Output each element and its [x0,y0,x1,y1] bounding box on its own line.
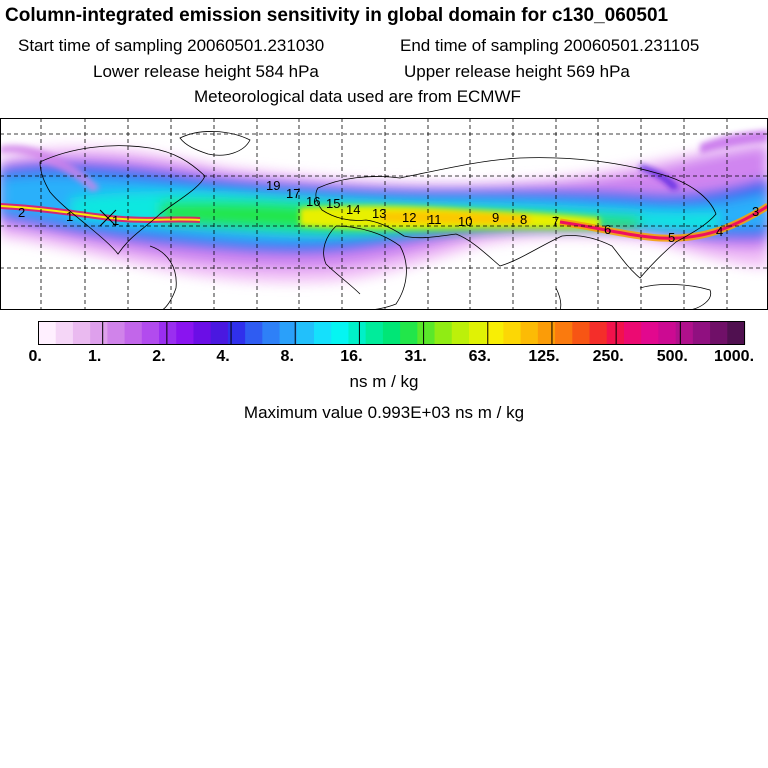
colorbar-cell [296,321,315,345]
contour-label: 17 [286,186,300,201]
colorbar-units-label: ns m / kg [349,372,419,391]
graticule [1,119,767,309]
lower-release-label: Lower release height 584 hPa [93,62,319,81]
colorbar-cell [314,321,332,345]
contour-label: 9 [492,210,499,225]
colorbar-cell [417,321,436,345]
contour-label: 16 [306,194,320,209]
colorbar-tick-label: 1000. [714,348,754,365]
colorbar-cell [658,321,677,345]
colorbar-tick-label: 500. [657,348,688,365]
colorbar: 0. 1. 2. 4. 8. 16. 31. 63. 125. 250. 500. 1000. [29,321,754,365]
colorbar-cell [210,321,229,345]
colorbar-cell [710,321,728,345]
colorbar-cell [331,321,350,345]
colorbar-cell [245,321,263,345]
colorbar-tick-label: 31. [404,348,426,365]
colorbar-cell [589,321,608,345]
colorbar-cell [727,321,746,345]
colorbar-cell [72,321,91,345]
contour-label: 15 [326,196,340,211]
contour-label: 2 [18,205,25,220]
colorbar-cell [675,321,694,345]
colorbar-cell [262,321,281,345]
colorbar-tick-label: 8. [281,348,294,365]
colorbar-cell [641,321,660,345]
colorbar-cell [468,321,487,345]
colorbar-cell [141,321,160,345]
colorbar-cell [434,321,453,345]
colorbar-cell [555,321,573,345]
contour-label: 1 [66,209,73,224]
colorbar-tick-label: 125. [528,348,559,365]
sensitivity-field: 2 1 1 19 17 16 15 14 13 12 11 10 9 8 7 6… [1,119,767,309]
contour-label: 19 [266,178,280,193]
contour-label: 3 [752,204,759,219]
colorbar-cell [503,321,522,345]
colorbar-tick-label: 16. [340,348,362,365]
release-point-marker [99,209,117,227]
colorbar-cell [90,321,108,345]
colorbar-tick-label: 0. [29,348,42,365]
maximum-value-label: Maximum value 0.993E+03 ns m / kg [243,403,525,422]
colorbar-cell [55,321,74,345]
end-time-label: End time of sampling 20060501.231105 [400,36,700,55]
contour-label: 4 [716,224,723,239]
colorbar-cell [537,321,556,345]
colorbar-tick-label: 63. [469,348,491,365]
colorbar-cell [159,321,177,345]
contour-label: 13 [372,206,386,221]
colorbar-tick-label: 250. [593,348,624,365]
contour-label: 7 [552,214,559,229]
colorbar-cell [107,321,126,345]
contour-label: 11 [428,212,442,227]
coastlines [39,131,717,309]
colorbar-cell [227,321,246,345]
colorbar-frame [38,321,745,345]
colorbar-cell [572,321,591,345]
colorbar-cell [193,321,212,345]
colorbar-tick-label: 4. [216,348,229,365]
colorbar-cell [279,321,298,345]
colorbar-cell [348,321,367,345]
start-time-label: Start time of sampling 20060501.231030 [18,36,325,55]
colorbar-cell [124,321,143,345]
contour-label: 1 [112,213,119,228]
colorbar-cell [382,321,401,345]
colorbar-cell [486,321,505,345]
colorbar-tick-label: 2. [152,348,165,365]
contour-label: 14 [346,202,360,217]
colorbar-cell [623,321,642,345]
colorbar-cells [38,321,746,345]
colorbar-cell [520,321,539,345]
colorbar-cell [38,321,57,345]
colorbar-cell [365,321,384,345]
upper-release-label: Upper release height 569 hPa [404,62,630,81]
colorbar-cell [692,321,711,345]
contour-label: 5 [668,230,675,245]
contour-labels: 2 1 1 19 17 16 15 14 13 12 11 10 9 8 7 6… [18,178,759,245]
contour-label: 6 [604,222,611,237]
contour-label: 10 [458,214,472,229]
plot-title: Column-integrated emission sensitivity i… [5,5,669,26]
emission-sensitivity-map: 2 1 1 19 17 16 15 14 13 12 11 10 9 8 7 6… [0,118,768,310]
contour-label: 12 [402,210,416,225]
colorbar-cell [451,321,470,345]
colorbar-ticks: 0. 1. 2. 4. 8. 16. 31. 63. 125. 250. 500. 1000. [29,321,754,365]
contour-label: 8 [520,212,527,227]
colorbar-cell [400,321,418,345]
colorbar-tick-label: 1. [88,348,101,365]
colorbar-cell [176,321,195,345]
met-data-label: Meteorological data used are from ECMWF [194,87,521,106]
